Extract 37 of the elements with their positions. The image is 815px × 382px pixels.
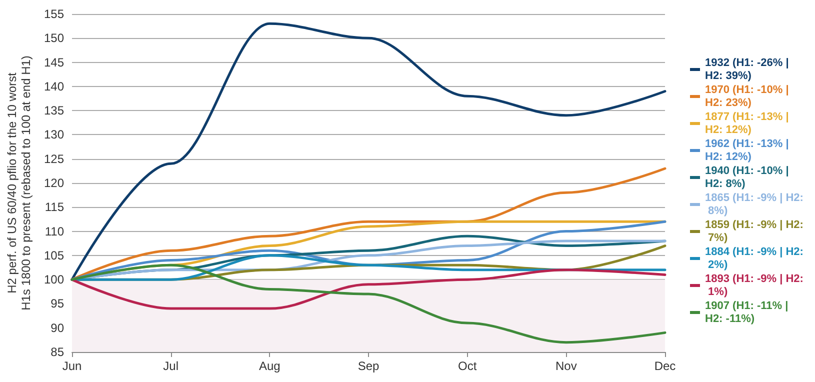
y-tick-label: 115 — [44, 200, 64, 214]
line-series — [70, 167, 666, 281]
y-tick-label: 145 — [44, 55, 64, 70]
x-tick-label: Jul — [163, 359, 179, 373]
line-series — [70, 264, 666, 344]
legend-label: 1970 (H1: -10% | H2: 23%) — [705, 84, 792, 109]
legend-label: 1877 (H1: -13% | H2: 12%) — [705, 111, 792, 136]
legend-label: 1893 (H1: -9% | H2: 1%) — [705, 273, 804, 298]
legend-label: 1940 (H1: -10% | H2: 8%) — [705, 165, 792, 190]
y-tick-label: 95 — [50, 296, 64, 311]
y-axis-title: H2 perf. of US 60/40 pflio for the 10 worst H1s 1800 to present (rebased to 100 at end H1) — [5, 56, 34, 310]
x-tick-label: Jun — [62, 359, 82, 373]
line-series — [70, 22, 666, 281]
y-tick-label: 105 — [44, 248, 64, 262]
y-tick-label: 100 — [44, 272, 64, 287]
y-tick-label: 125 — [44, 152, 64, 166]
y-tick-label: 135 — [44, 104, 64, 118]
x-tick-label: Dec — [654, 359, 676, 373]
y-tick-label: 150 — [44, 31, 64, 46]
x-tick-label: Sep — [358, 359, 380, 373]
legend-label: 1907 (H1: -11% | H2: -11%) — [705, 300, 792, 325]
legend-label: 1962 (H1: -13% | H2: 12%) — [705, 138, 792, 163]
line-series — [70, 268, 666, 310]
x-tick-label: Nov — [555, 359, 577, 373]
x-tick-label: Aug — [258, 359, 280, 373]
x-tick-label: Oct — [458, 359, 478, 373]
legend-label: 1932 (H1: -26% | H2: 39%) — [705, 57, 792, 82]
legend-label: 1865 (H1: -9% | H2: 8%) — [705, 192, 804, 217]
y-tick-label: 155 — [44, 7, 64, 21]
y-tick-label: 120 — [44, 176, 64, 190]
y-tick-label: 140 — [44, 79, 64, 94]
y-tick-label: 130 — [44, 128, 64, 142]
legend-label: 1884 (H1: -9% | H2: 2%) — [705, 246, 804, 271]
legend-label: 1859 (H1: -9% | H2: 7%) — [705, 219, 804, 244]
y-tick-label: 90 — [50, 320, 64, 335]
y-tick-label: 85 — [50, 345, 64, 359]
y-tick-label: 110 — [44, 224, 64, 238]
